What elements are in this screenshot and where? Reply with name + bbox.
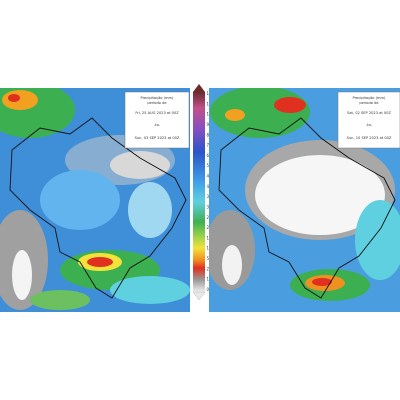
legend-subtitle: período de (147, 101, 167, 105)
legend-separator: -to- (366, 123, 373, 127)
legend-start: Fri, 25 AUG 2023 at 00Z (135, 111, 179, 115)
colorbar-label: 1 (207, 277, 210, 282)
colorbar-label: 2 (207, 266, 210, 271)
legend-subtitle: período de (359, 101, 379, 105)
legend-separator: -to- (154, 123, 161, 127)
legend-title: Precipitação (mm) (353, 96, 387, 100)
right-legend: Precipitação (mm) período de Sat, 02 SEP… (337, 91, 400, 149)
legend-end: Sun, 10 SEP 2023 at 00Z (347, 136, 392, 140)
colorbar-label: 5 (207, 256, 210, 261)
legend-title: Precipitação (mm) (141, 96, 175, 100)
right-map (209, 88, 400, 312)
legend-end: Sun, 03 SEP 2023 at 00Z (135, 136, 180, 140)
legend-start: Sat, 02 SEP 2023 at 00Z (347, 111, 391, 115)
left-legend: Precipitação (mm) período de Fri, 25 AUG… (124, 91, 190, 149)
